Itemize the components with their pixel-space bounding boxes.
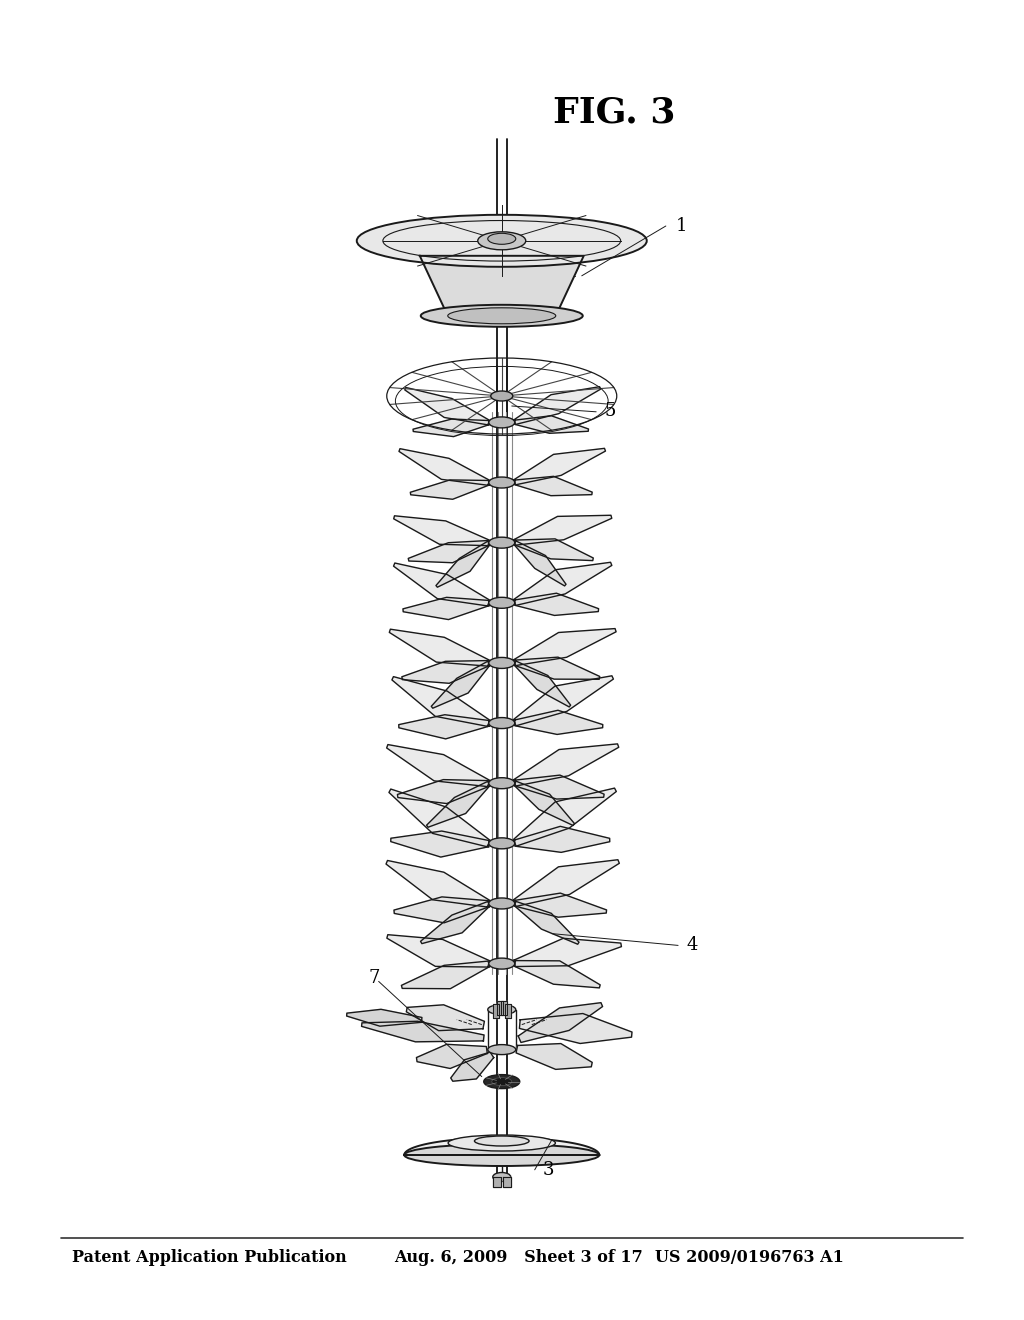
Ellipse shape — [488, 537, 515, 548]
Ellipse shape — [474, 1137, 529, 1146]
Ellipse shape — [487, 234, 516, 244]
Polygon shape — [397, 780, 489, 804]
Polygon shape — [347, 1010, 422, 1026]
Polygon shape — [394, 896, 489, 923]
Ellipse shape — [490, 391, 513, 401]
Polygon shape — [514, 628, 616, 665]
Polygon shape — [513, 788, 616, 846]
Ellipse shape — [483, 1074, 520, 1089]
Polygon shape — [505, 1003, 511, 1018]
Polygon shape — [389, 789, 490, 846]
Polygon shape — [387, 935, 489, 968]
Ellipse shape — [488, 958, 515, 969]
Polygon shape — [501, 1001, 507, 1015]
Polygon shape — [493, 1003, 499, 1018]
Polygon shape — [497, 1001, 503, 1015]
Ellipse shape — [421, 305, 583, 327]
Polygon shape — [515, 710, 603, 734]
Text: 4: 4 — [686, 936, 697, 954]
Polygon shape — [411, 480, 489, 499]
Polygon shape — [514, 541, 566, 586]
Polygon shape — [515, 826, 609, 853]
Polygon shape — [392, 677, 490, 726]
Polygon shape — [514, 781, 574, 825]
Polygon shape — [404, 1138, 599, 1155]
Polygon shape — [393, 564, 489, 606]
Ellipse shape — [488, 838, 515, 849]
Text: FIG. 3: FIG. 3 — [553, 95, 676, 129]
Polygon shape — [514, 477, 592, 496]
Text: 1: 1 — [676, 216, 687, 235]
Polygon shape — [401, 660, 489, 684]
Polygon shape — [503, 1177, 511, 1187]
Ellipse shape — [449, 1135, 555, 1151]
Ellipse shape — [488, 598, 515, 609]
Ellipse shape — [488, 898, 515, 909]
Polygon shape — [514, 775, 604, 799]
Polygon shape — [387, 744, 489, 787]
Ellipse shape — [488, 657, 515, 668]
Ellipse shape — [488, 777, 515, 789]
Text: 5: 5 — [604, 401, 615, 420]
Ellipse shape — [487, 1005, 516, 1015]
Ellipse shape — [488, 718, 515, 729]
Ellipse shape — [404, 1144, 599, 1166]
Polygon shape — [514, 515, 611, 545]
Ellipse shape — [488, 417, 515, 428]
Polygon shape — [404, 388, 489, 425]
Polygon shape — [516, 1044, 592, 1069]
Polygon shape — [493, 1177, 501, 1187]
Polygon shape — [389, 630, 489, 667]
Ellipse shape — [488, 477, 515, 488]
Ellipse shape — [487, 1044, 516, 1055]
Polygon shape — [399, 449, 489, 486]
Polygon shape — [514, 657, 600, 680]
Polygon shape — [420, 256, 584, 315]
Polygon shape — [421, 902, 490, 944]
Ellipse shape — [478, 232, 525, 249]
Polygon shape — [431, 661, 490, 709]
Polygon shape — [514, 661, 570, 708]
Polygon shape — [514, 939, 622, 966]
Polygon shape — [514, 902, 579, 944]
Text: US 2009/0196763 A1: US 2009/0196763 A1 — [655, 1250, 844, 1266]
Polygon shape — [514, 449, 605, 484]
Polygon shape — [409, 540, 489, 562]
Polygon shape — [391, 832, 488, 857]
Polygon shape — [398, 714, 488, 739]
Polygon shape — [513, 562, 611, 606]
Polygon shape — [514, 539, 593, 561]
Polygon shape — [513, 676, 613, 726]
Polygon shape — [515, 416, 589, 433]
Text: 7: 7 — [369, 969, 380, 987]
Polygon shape — [436, 541, 490, 587]
Polygon shape — [514, 894, 606, 917]
Polygon shape — [513, 744, 618, 785]
Polygon shape — [451, 1052, 494, 1081]
Polygon shape — [401, 961, 489, 989]
Ellipse shape — [356, 215, 647, 267]
Polygon shape — [403, 598, 489, 619]
Ellipse shape — [447, 308, 556, 323]
Polygon shape — [361, 1022, 484, 1041]
Text: Patent Application Publication: Patent Application Publication — [72, 1250, 346, 1266]
Polygon shape — [413, 418, 489, 437]
Ellipse shape — [492, 1077, 512, 1085]
Polygon shape — [393, 516, 489, 545]
Text: 3: 3 — [543, 1160, 554, 1179]
Polygon shape — [519, 1014, 632, 1044]
Polygon shape — [417, 1044, 487, 1068]
Polygon shape — [518, 1003, 602, 1043]
Polygon shape — [513, 859, 620, 907]
Polygon shape — [407, 1005, 484, 1031]
Polygon shape — [427, 781, 490, 828]
Polygon shape — [386, 861, 489, 907]
Ellipse shape — [493, 1172, 511, 1181]
Polygon shape — [514, 387, 600, 425]
Polygon shape — [514, 961, 600, 987]
Polygon shape — [514, 593, 599, 615]
Text: Aug. 6, 2009   Sheet 3 of 17: Aug. 6, 2009 Sheet 3 of 17 — [394, 1250, 643, 1266]
